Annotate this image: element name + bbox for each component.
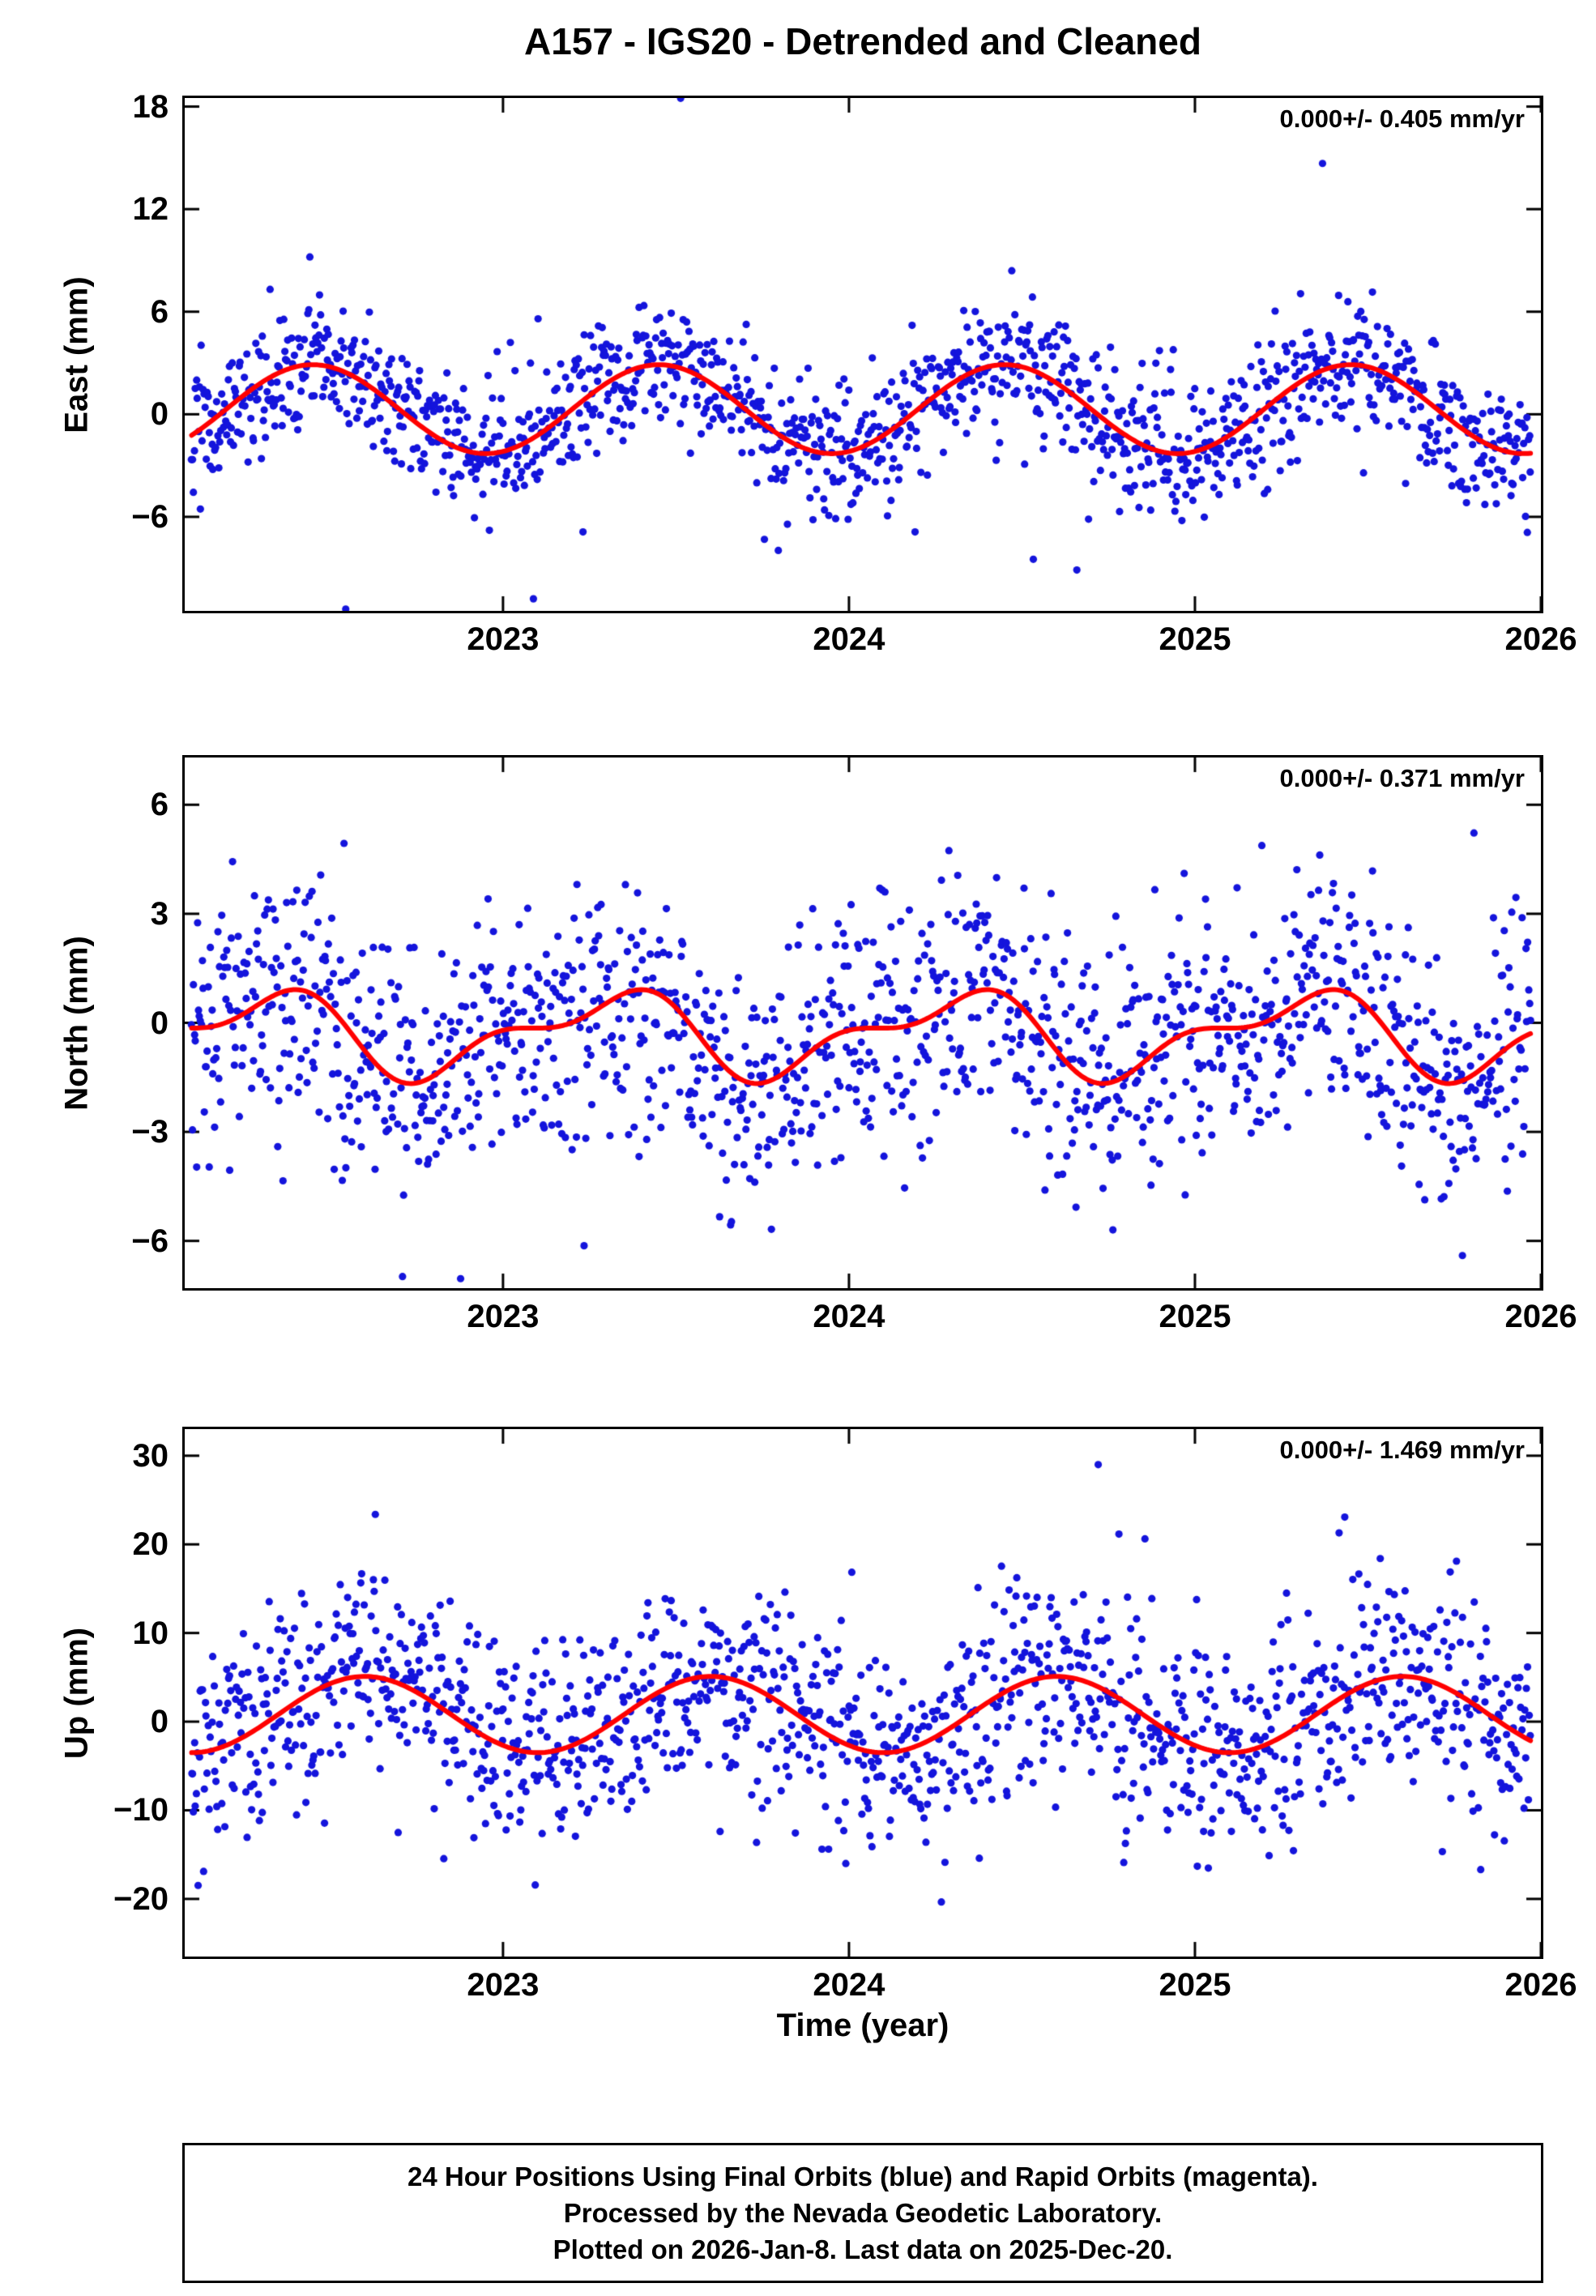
north-rate-annotation: 0.000+/- 0.371 mm/yr xyxy=(1279,764,1525,792)
caption-line-3: Plotted on 2026-Jan-8. Last data on 2025… xyxy=(553,2234,1173,2264)
y-tick-label: 30 xyxy=(132,1437,169,1474)
y-tick-label: 20 xyxy=(132,1526,169,1563)
y-tick-label: −20 xyxy=(113,1880,169,1917)
east-plot-frame: 0.000+/- 0.405 mm/yr xyxy=(182,96,1543,613)
east-panel: East (mm) 0.000+/- 0.405 mm/yr 2023 2024 2… xyxy=(0,89,1596,657)
y-tick-label: 6 xyxy=(150,293,169,330)
north-scatter-canvas xyxy=(185,758,1541,1288)
x-tick-label: 2024 xyxy=(813,1967,885,2003)
plot-title: A157 - IGS20 - Detrended and Cleaned xyxy=(524,20,1201,62)
east-scatter-canvas xyxy=(185,98,1541,611)
up-scatter-canvas xyxy=(185,1429,1541,1957)
y-tick-label: 10 xyxy=(132,1615,169,1651)
y-tick-label: −10 xyxy=(113,1792,169,1829)
x-tick-label: 2024 xyxy=(813,1299,885,1334)
y-tick-label: 3 xyxy=(150,895,169,932)
x-tick-label: 2023 xyxy=(467,621,540,657)
x-tick-label: 2025 xyxy=(1159,621,1231,657)
y-tick-label: 0 xyxy=(150,396,169,433)
north-panel: North (mm) 0.000+/- 0.371 mm/yr 2023 2024… xyxy=(0,755,1596,1334)
up-panel: Up (mm) 0.000+/- 1.469 mm/yr 2023 2024 202… xyxy=(0,1427,1596,2003)
y-tick-label: 0 xyxy=(150,1005,169,1041)
x-tick-label: 2026 xyxy=(1504,1299,1577,1334)
up-rate-annotation: 0.000+/- 1.469 mm/yr xyxy=(1279,1436,1525,1464)
north-plot-frame: 0.000+/- 0.371 mm/yr xyxy=(182,755,1543,1291)
x-tick-label: 2023 xyxy=(467,1299,540,1334)
y-tick-label: −3 xyxy=(131,1114,169,1150)
east-rate-annotation: 0.000+/- 0.405 mm/yr xyxy=(1279,105,1525,133)
caption-line-2: Processed by the Nevada Geodetic Laborat… xyxy=(563,2198,1163,2228)
y-tick-label: 6 xyxy=(150,787,169,823)
caption-box: 24 Hour Positions Using Final Orbits (bl… xyxy=(182,2143,1543,2283)
caption-line-1: 24 Hour Positions Using Final Orbits (bl… xyxy=(408,2162,1318,2191)
x-tick-label: 2024 xyxy=(813,621,885,657)
y-tick-label: 0 xyxy=(150,1704,169,1740)
y-tick-label: 12 xyxy=(132,191,169,228)
x-tick-label: 2025 xyxy=(1159,1299,1231,1334)
x-tick-label: 2025 xyxy=(1159,1967,1231,2003)
x-tick-label: 2023 xyxy=(467,1967,540,2003)
x-tick-label: 2026 xyxy=(1504,621,1577,657)
y-tick-label: −6 xyxy=(131,498,169,535)
y-tick-label: 18 xyxy=(132,88,169,125)
x-axis-label: Time (year) xyxy=(776,2008,949,2043)
y-tick-label: −6 xyxy=(131,1223,169,1259)
x-tick-label: 2026 xyxy=(1504,1967,1577,2003)
up-plot-frame: 0.000+/- 1.469 mm/yr xyxy=(182,1427,1543,1959)
